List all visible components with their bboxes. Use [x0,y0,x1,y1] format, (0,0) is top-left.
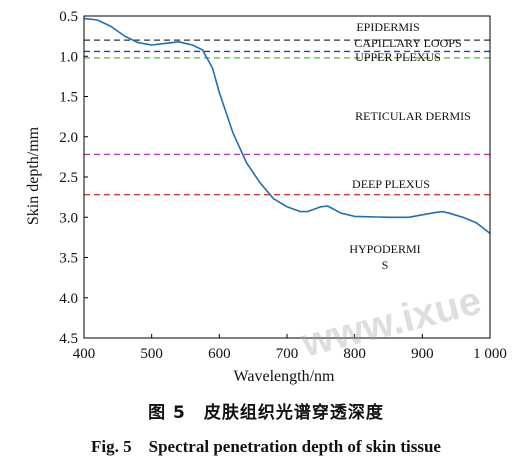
y-tick-label: 3.0 [59,210,78,226]
y-tick-label: 2.5 [59,170,78,186]
layer-lines [84,39,490,196]
y-tick-label: 1.5 [59,90,78,106]
y-tick-label: 4.0 [59,291,78,307]
y-tick-label: 2.0 [59,130,78,146]
y-tick-label: 1.0 [59,49,78,65]
layer-label-reticular-dermis: RETICULAR DERMIS [355,109,471,123]
y-tick-label: 0.5 [59,9,78,25]
y-axis-ticks: 0.5 1.0 1.5 2.0 2.5 3.0 3.5 4.0 4.5 [59,9,88,347]
x-tick-label: 800 [343,346,366,362]
x-axis-label: Wavelength/nm [234,368,335,385]
x-tick-label: 700 [276,346,299,362]
x-tick-label: 900 [411,346,434,362]
layer-label-deep-plexus: DEEP PLEXUS [352,177,430,191]
layer-label-capillary-loops: CAPILLARY LOOPS [354,36,461,50]
x-axis-ticks: 400 500 600 700 800 900 1 000 [73,334,507,362]
x-tick-label: 500 [140,346,163,362]
y-axis-label: Skin depth/mm [25,126,42,225]
x-tick-label: 600 [208,346,231,362]
y-tick-label: 3.5 [59,251,78,267]
caption-chinese: 图 5 皮肤组织光谱穿透深度 [148,403,384,423]
x-tick-label: 1 000 [473,346,507,362]
caption-english: Fig. 5 Spectral penetration depth of ski… [91,437,441,456]
layer-label-upper-plexus: UPPER PLEXUS [355,50,441,64]
layer-label-hypodermis: HYPODERMI S [349,242,420,272]
data-line-group [83,17,491,235]
series-line [83,17,491,235]
layer-labels: EPIDERMIS CAPILLARY LOOPS UPPER PLEXUS R… [349,20,471,272]
x-tick-label: 400 [73,346,96,362]
y-tick-label: 4.5 [59,331,78,347]
layer-label-epidermis: EPIDERMIS [356,20,419,34]
